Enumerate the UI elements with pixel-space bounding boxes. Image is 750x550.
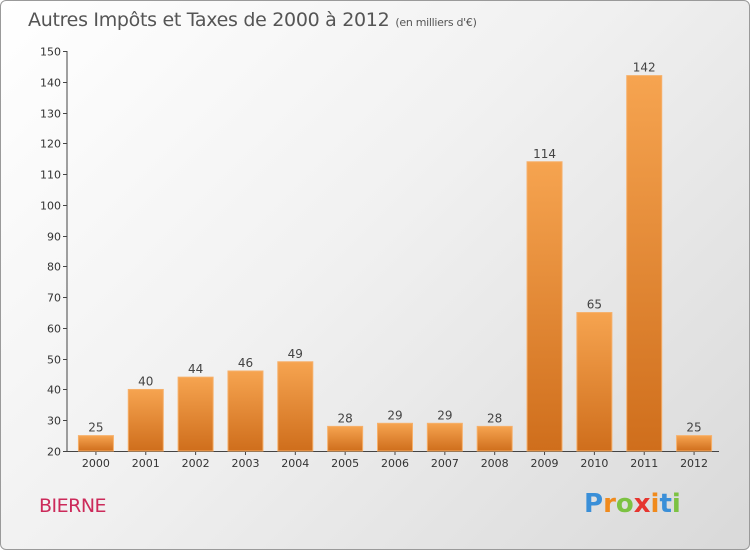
logo-letter: o (615, 489, 634, 519)
x-tick-label: 2004 (281, 457, 309, 470)
data-label-2008: 28 (487, 411, 502, 425)
chart-subtitle: (en milliers d'€) (395, 16, 477, 29)
bar-2000 (77, 435, 114, 452)
proxiti-logo: Proxiti (584, 489, 681, 519)
bar-2010 (576, 312, 613, 452)
logo-letter: x (633, 489, 651, 519)
y-tick-label: 40 (47, 384, 61, 397)
y-tick-label: 30 (47, 415, 61, 428)
data-label-2004: 49 (288, 347, 303, 361)
data-label-2012: 25 (686, 421, 701, 435)
axes: 20 30 40 50 60 70 80 90 100 110 120 130 140 150 2000 20… (40, 46, 719, 470)
bar-2004 (277, 361, 314, 452)
logo-letter: r (603, 489, 616, 519)
logo-letter: P (584, 489, 604, 519)
data-label-2009: 114 (533, 147, 556, 161)
y-tick-label: 130 (40, 108, 61, 121)
y-tick-label: 70 (47, 292, 61, 305)
y-tick-label: 60 (47, 323, 61, 336)
data-label-2001: 40 (138, 374, 153, 388)
x-tick-label: 2009 (531, 457, 559, 470)
y-tick-label: 110 (40, 169, 61, 182)
data-label-2007: 29 (437, 408, 452, 422)
y-tick-label: 50 (47, 354, 61, 367)
data-label-2011: 142 (633, 61, 656, 75)
data-label-2005: 28 (338, 411, 353, 425)
x-tick-label: 2007 (431, 457, 459, 470)
x-tick-label: 2012 (680, 457, 708, 470)
bar-2008 (476, 425, 513, 452)
logo-letter: i (650, 489, 660, 519)
y-tick-label: 120 (40, 138, 61, 151)
data-labels: 25 40 44 46 49 28 29 29 28 114 65 142 25 (88, 61, 701, 435)
bars (77, 75, 713, 452)
x-tick-label: 2010 (580, 457, 608, 470)
bar-2003 (227, 370, 264, 452)
logo-letter: i (671, 489, 681, 519)
data-label-2000: 25 (88, 421, 103, 435)
y-tick-label: 20 (47, 446, 61, 459)
chart-title: Autres Impôts et Taxes de 2000 à 2012 (en… (28, 9, 477, 31)
x-tick-label: 2011 (630, 457, 658, 470)
bar-2011 (626, 75, 663, 452)
data-label-2010: 65 (587, 298, 602, 312)
bar-2012 (676, 435, 713, 452)
city-name: BIERNE (39, 495, 107, 517)
bar-2006 (377, 422, 413, 452)
data-label-2002: 44 (188, 362, 203, 376)
x-tick-label: 2008 (481, 457, 509, 470)
y-tick-label: 150 (40, 46, 61, 59)
x-tick-label: 2005 (331, 457, 359, 470)
y-tick-label: 140 (40, 77, 61, 90)
bar-2005 (327, 425, 364, 452)
x-tick-label: 2000 (82, 457, 110, 470)
bar-2009 (526, 161, 563, 452)
y-tick-label: 100 (40, 200, 61, 213)
x-tick-label: 2006 (381, 457, 409, 470)
x-tick-label: 2002 (182, 457, 210, 470)
bar-2007 (426, 422, 463, 452)
x-tick-label: 2003 (231, 457, 259, 470)
bar-2001 (127, 388, 164, 452)
x-tick-label: 2001 (132, 457, 160, 470)
y-tick-label: 90 (47, 231, 61, 244)
data-label-2003: 46 (238, 356, 253, 370)
chart-title-text: Autres Impôts et Taxes de 2000 à 2012 (28, 9, 390, 31)
y-tick-label: 80 (47, 261, 61, 274)
bar-2002 (177, 376, 214, 452)
logo-letter: t (659, 489, 672, 519)
data-label-2006: 29 (387, 408, 402, 422)
